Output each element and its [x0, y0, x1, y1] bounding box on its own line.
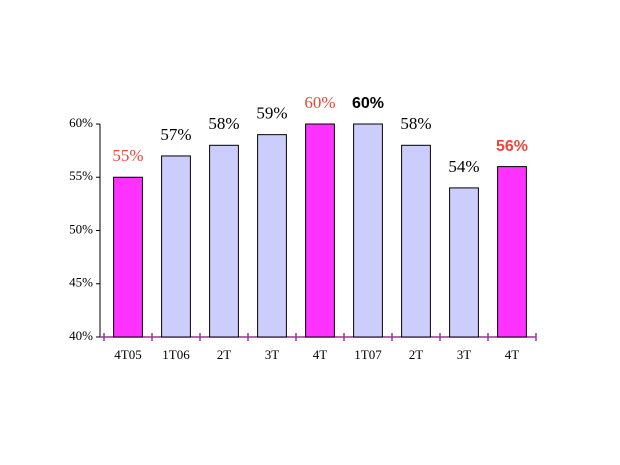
bar [161, 155, 191, 338]
bar [209, 144, 239, 338]
x-tick-label: 4T [505, 347, 520, 362]
y-tick-label: 45% [69, 275, 93, 290]
y-tick-label: 60% [69, 115, 93, 130]
value-label: 59% [256, 104, 287, 123]
bar [113, 176, 143, 338]
x-tick-label: 1T07 [354, 347, 382, 362]
x-tick-label: 1T06 [162, 347, 190, 362]
y-tick-label: 40% [69, 328, 93, 343]
value-label: 56% [496, 138, 528, 155]
y-tick-label: 55% [69, 168, 93, 183]
value-label: 60% [304, 93, 335, 112]
value-label: 58% [208, 114, 239, 133]
bar [449, 187, 479, 338]
bar [353, 123, 383, 338]
bar [305, 123, 335, 338]
x-tick-label: 3T [265, 347, 280, 362]
value-label: 55% [112, 146, 143, 165]
y-tick-label: 50% [69, 221, 93, 236]
value-label: 58% [400, 114, 431, 133]
x-tick-label: 4T05 [114, 347, 141, 362]
x-tick-label: 2T [217, 347, 232, 362]
value-label: 54% [448, 157, 479, 176]
value-label: 57% [160, 125, 191, 144]
bar [257, 134, 287, 338]
bar [497, 166, 527, 338]
value-label: 60% [352, 95, 384, 112]
bar [401, 144, 431, 338]
x-tick-label: 4T [313, 347, 328, 362]
x-tick-label: 3T [457, 347, 472, 362]
x-tick-label: 2T [409, 347, 424, 362]
